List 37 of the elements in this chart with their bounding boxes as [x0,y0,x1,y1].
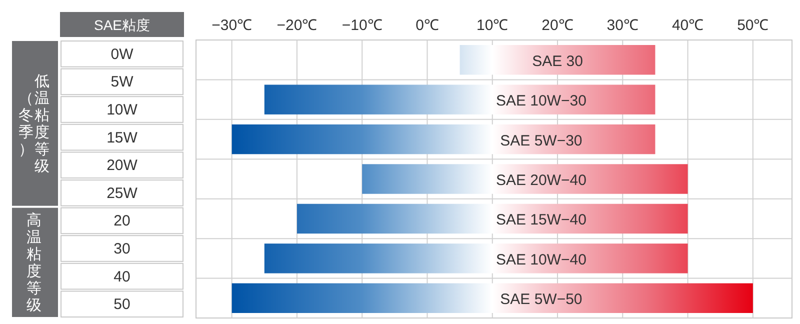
category-label: 20 [114,212,130,230]
x-tick-label: −30℃ [212,17,252,34]
category-label: 20W [106,157,138,174]
bar [232,283,753,313]
bar [296,204,688,234]
category-label: 30 [114,240,130,258]
category-label: 10W [106,102,138,118]
category-label: 5W [110,74,134,91]
x-tick-label: 0℃ [416,17,439,34]
text: 高温粘度等级 [26,212,42,314]
text: （冬季） [18,90,34,158]
category-label: 25W [106,184,138,202]
y-tick-label: SAE 5W−30 [500,132,582,150]
text: 低温粘度等级 [34,72,50,175]
category-label: 50 [114,296,130,314]
x-tick-label: 10℃ [476,17,508,34]
text: SAE粘度 [94,17,150,33]
x-tick-label: 40℃ [672,17,704,34]
category-label: 0W [110,46,134,63]
x-tick-label: 30℃ [606,17,638,34]
bar [460,45,656,75]
x-tick-label: −10℃ [342,17,382,34]
y-tick-label: SAE 5W−50 [500,291,582,308]
category-label: 40 [114,268,130,286]
y-tick-label: SAE 10W−30 [496,92,586,110]
y-tick-label: SAE 20W−40 [496,172,586,189]
bar [264,84,656,114]
y-tick-label: SAE 30 [532,52,583,70]
y-tick-label: SAE 10W−40 [496,251,586,268]
bar [264,244,688,274]
x-tick-label: 50℃ [737,17,769,34]
y-tick-label: SAE 15W−40 [496,212,586,229]
category-label: 15W [106,129,138,146]
bar [232,124,656,154]
x-tick-label: 20℃ [542,17,574,34]
bar [362,164,688,194]
x-tick-label: −20℃ [276,17,318,34]
